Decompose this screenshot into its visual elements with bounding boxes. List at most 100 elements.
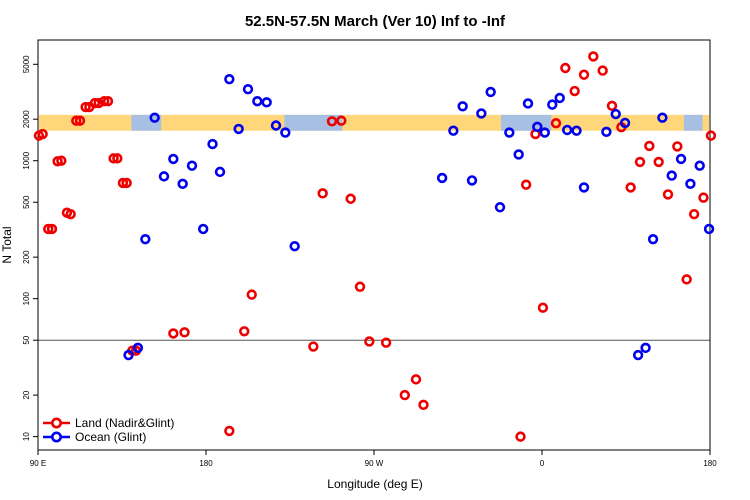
land-point [662, 189, 674, 200]
ocean-point [270, 120, 282, 131]
data-points [33, 51, 717, 442]
ocean-point [561, 124, 573, 136]
x-tick-label: 90 E [30, 459, 46, 468]
land-point [588, 51, 599, 62]
ocean-point [571, 125, 582, 136]
ocean-point [123, 349, 134, 361]
ocean-point [610, 108, 621, 120]
ocean-point [476, 108, 487, 119]
ocean-point [647, 233, 659, 245]
land-point [560, 62, 571, 74]
ocean-point [513, 149, 524, 160]
legend-item-ocean: Ocean (Glint) [43, 430, 146, 444]
land-point [121, 177, 132, 189]
ocean-point [158, 171, 170, 182]
ocean-point [657, 112, 668, 123]
ocean-point [261, 97, 272, 108]
land-point [380, 337, 392, 348]
y-tick-label: 10 [22, 432, 31, 441]
land-point [345, 193, 356, 204]
land-point [74, 115, 86, 126]
band-ocean-segment [683, 114, 703, 131]
land-point [317, 188, 328, 199]
legend-label-ocean: Ocean (Glint) [75, 430, 146, 444]
land-point [410, 374, 422, 385]
land-point [326, 116, 338, 127]
land-point [52, 156, 63, 167]
y-axis: 10 20 50 100 200 500 1000 2000 5000 [22, 55, 38, 441]
land-point [364, 336, 375, 347]
land-point [354, 281, 366, 292]
land-point [653, 156, 664, 168]
x-tick-label: 180 [703, 459, 717, 468]
land-point [606, 100, 618, 112]
land-point [239, 326, 250, 337]
ocean-point [436, 172, 448, 184]
land-point [80, 101, 91, 113]
land-point [61, 207, 73, 218]
land-point [569, 85, 580, 97]
ocean-point [554, 92, 565, 104]
land-point [112, 153, 123, 164]
ocean-point [601, 126, 612, 138]
land-point [179, 327, 190, 338]
land-point [336, 115, 347, 126]
ocean-point [448, 125, 459, 136]
land-point [117, 177, 129, 189]
land-point [550, 118, 562, 129]
ocean-point [522, 98, 534, 109]
land-point [246, 289, 257, 300]
band-ocean-segment [500, 114, 552, 131]
legend-marker-ocean [50, 431, 62, 443]
land-point [102, 96, 114, 107]
x-axis: 90 E 180 90 W 0 180 [30, 450, 717, 468]
ocean-point [539, 127, 550, 138]
ocean-point [504, 127, 515, 138]
legend-marker-land [50, 417, 62, 429]
ocean-point [685, 178, 696, 190]
land-point [43, 223, 54, 235]
x-axis-label: Longitude (deg E) [327, 477, 422, 491]
ocean-point [457, 101, 468, 112]
ocean-point [168, 153, 179, 165]
x-tick-label: 180 [199, 459, 213, 468]
land-point [634, 156, 646, 168]
ocean-point [214, 166, 226, 178]
chart-title: 52.5N-57.5N March (Ver 10) Inf to -Inf [245, 13, 506, 30]
ocean-point [547, 99, 558, 110]
ocean-point [666, 170, 677, 181]
y-tick-label: 20 [22, 390, 31, 399]
ocean-point [632, 349, 644, 361]
land-point [688, 208, 700, 220]
ocean-point [207, 138, 218, 150]
land-point [578, 69, 590, 80]
ocean-point [224, 73, 235, 85]
land-point [308, 341, 319, 352]
ocean-point [675, 153, 687, 165]
ocean-point [280, 127, 291, 138]
y-tick-label: 100 [22, 291, 31, 305]
ocean-point [242, 83, 254, 95]
ocean-point [703, 223, 715, 235]
land-point [625, 182, 636, 193]
ocean-point [466, 175, 478, 186]
land-point [399, 389, 410, 401]
land-point [168, 328, 179, 339]
land-point [108, 153, 119, 164]
x-tick-label: 90 W [365, 459, 384, 468]
ocean-point [694, 160, 705, 171]
y-axis-label: N Total [0, 226, 14, 263]
land-point [418, 399, 429, 411]
y-tick-label: 200 [22, 250, 31, 264]
ocean-point [140, 233, 151, 245]
x-tick-label: 0 [540, 459, 545, 468]
land-point [515, 431, 526, 442]
legend: Land (Nadir&Glint) Ocean (Glint) [43, 416, 174, 444]
ocean-point [198, 223, 209, 235]
land-point [46, 223, 58, 235]
ocean-point [289, 241, 300, 252]
y-tick-label: 500 [22, 195, 31, 209]
land-point [89, 97, 101, 109]
ocean-point [494, 202, 506, 213]
